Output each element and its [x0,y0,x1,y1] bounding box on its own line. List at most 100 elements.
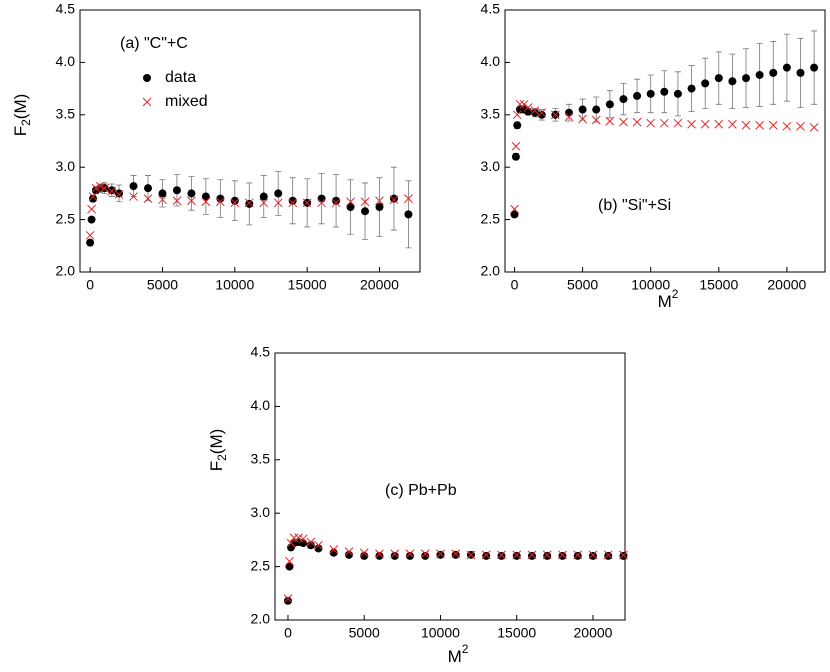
mixed-point [632,117,642,127]
mixed-point [389,195,399,205]
y-tick-label: 3.5 [56,106,76,122]
mixed-point [511,141,521,151]
mixed-point [578,114,587,124]
mixed-point [809,123,819,132]
data-point [344,550,353,559]
mixed-point [302,198,312,208]
mixed-point [714,119,724,129]
data-point [592,105,601,114]
data-point [604,551,613,560]
mixed-point [728,119,737,129]
y-axis-title: F2(M) [11,94,33,137]
mixed-point [551,110,560,120]
data-point [701,79,710,88]
mixed-point [603,550,613,560]
mixed-point [588,550,598,560]
y-tick-label: 3.0 [481,158,501,174]
data-point [375,203,384,212]
data-point [565,108,573,117]
data-point [216,194,225,203]
data-point [361,207,370,216]
plot-frame [504,9,826,273]
mixed-point [375,549,384,559]
x-axis-title: M2 [658,287,679,311]
data-point [172,186,181,195]
data-point [512,551,521,560]
mixed-point [286,538,296,548]
data-point [769,68,778,77]
data-point [421,551,430,560]
data-point [389,194,398,203]
mixed-point [451,549,461,559]
mixed-point [230,198,240,208]
x-tick-label: 0 [284,625,292,641]
panel-label: (b) "Si"+Si [598,197,671,214]
data-point [404,210,413,219]
mixed-point [673,118,683,128]
data-point [436,550,445,559]
mixed-point [306,537,316,547]
mixed-point [360,197,370,207]
mixed-point [87,204,96,214]
mixed-point [700,119,710,129]
data-point [89,194,98,203]
data-point [510,210,519,219]
data-point [360,551,369,560]
data-point [619,95,628,104]
y-title-main: F [207,461,226,471]
legend-label: mixed [165,93,208,110]
mixed-point [420,549,430,559]
mixed-point [85,230,95,240]
y-tick-label: 2.0 [251,611,271,627]
data-point [115,189,124,198]
data-point [742,74,751,83]
y-title-rest: (M) [11,94,30,119]
data-point [317,194,326,203]
y-tick-label: 3.0 [251,504,271,520]
data-point [187,189,196,198]
mixed-point [510,204,519,214]
mixed-point [331,198,341,208]
mixed-point [564,112,574,122]
mixed-point [314,540,323,550]
mixed-point [95,181,105,191]
y-title-rest: (M) [207,429,226,454]
data-point [158,189,167,198]
mixed-point [344,547,354,557]
data-point [796,68,805,77]
data-point [299,539,308,548]
y-tick-label: 3.5 [481,106,501,122]
data-point [543,551,552,560]
x-title-main: M [658,292,672,311]
mixed-point [158,195,167,205]
mixed-point [782,121,792,131]
data-point [673,89,682,98]
mixed-point [289,533,299,543]
panel: 2.0 2.5 3.0 3.5 4.0 4.5 0 5000 10000 15000 20000 M2… [481,1,826,311]
legend-marker [143,74,151,82]
mixed-point [558,550,567,560]
mixed-point [285,556,294,566]
data-point [288,196,297,205]
data-point [107,186,116,195]
mixed-point [768,120,778,130]
x-axis-title: M2 [448,642,469,666]
mixed-point [288,198,298,208]
data-point [537,110,546,119]
data-point [619,551,628,560]
y-tick-label: 2.5 [481,210,501,226]
mixed-point [619,117,628,127]
y-title-sub: 2 [19,119,33,126]
panel: 2.02.53.03.54.04.50 5000 10000 15000 20000F2… [207,344,628,666]
x-tick-label: 0 [86,277,94,293]
mixed-point [497,550,506,560]
panel-label: (c) Pb+Pb [385,482,457,499]
y-tick-label: 4.5 [251,344,271,360]
mixed-point [100,183,109,193]
y-tick-label: 2.5 [56,210,76,226]
y-tick-label: 2.0 [56,263,76,279]
data-point [782,63,791,72]
mixed-point [404,194,413,203]
mixed-point [215,197,225,207]
